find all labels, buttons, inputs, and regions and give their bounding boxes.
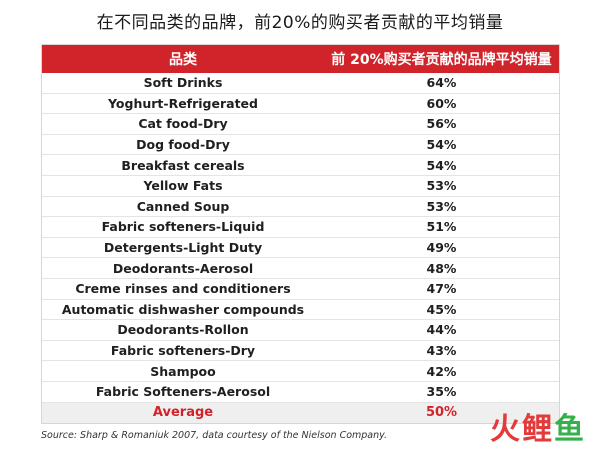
table-row: Dog food-Dry 54% bbox=[42, 135, 559, 156]
row-value: 51% bbox=[426, 219, 457, 235]
table-row: Cat food-Dry 56% bbox=[42, 114, 559, 135]
table-row: Fabric softeners-Dry 43% bbox=[42, 341, 559, 362]
table-row: Fabric softeners-Liquid 51% bbox=[42, 217, 559, 238]
row-category: Fabric softeners-Liquid bbox=[101, 219, 265, 235]
table-row: Soft Drinks 64% bbox=[42, 73, 559, 94]
row-category: Fabric Softeners-Aerosol bbox=[95, 384, 271, 400]
row-category: Canned Soup bbox=[136, 198, 230, 214]
watermark-logo: 火鲤鱼 bbox=[490, 404, 586, 448]
row-value: 54% bbox=[426, 137, 457, 153]
table-row: Deodorants-Rollon 44% bbox=[42, 320, 559, 341]
watermark-text-green: 鱼 bbox=[554, 412, 586, 447]
row-value: 43% bbox=[426, 343, 457, 359]
row-category: Breakfast cereals bbox=[121, 157, 245, 173]
table-row: Canned Soup 53% bbox=[42, 197, 559, 218]
watermark-text-red: 火鲤 bbox=[490, 412, 554, 447]
row-category: Yoghurt-Refrigerated bbox=[108, 95, 258, 111]
table-row: Deodorants-Aerosol 48% bbox=[42, 258, 559, 279]
source-note: Source: Sharp & Romaniuk 2007, data cour… bbox=[41, 430, 388, 441]
row-value: 56% bbox=[426, 116, 457, 132]
row-category: Dog food-Dry bbox=[136, 137, 230, 153]
row-category: Creme rinses and conditioners bbox=[75, 281, 291, 297]
row-value: 60% bbox=[426, 95, 457, 111]
row-value: 45% bbox=[426, 301, 457, 317]
row-category: Automatic dishwasher compounds bbox=[61, 301, 305, 317]
chart-title: 在不同品类的品牌，前20%的购买者贡献的平均销量 bbox=[96, 13, 504, 33]
row-value: 44% bbox=[426, 322, 457, 338]
row-category: Fabric softeners-Dry bbox=[110, 343, 256, 359]
row-value: 49% bbox=[426, 240, 457, 256]
row-category: Yellow Fats bbox=[143, 178, 223, 194]
row-value: 48% bbox=[426, 260, 457, 276]
data-table: 品类 前 20%购买者贡献的品牌平均销量 Soft Drinks 64% Yoghu… bbox=[41, 44, 560, 425]
row-value: 53% bbox=[426, 198, 457, 214]
table-row: Automatic dishwasher compounds 45% bbox=[42, 300, 559, 321]
table-row: Detergents-Light Duty 49% bbox=[42, 238, 559, 259]
row-category: Deodorants-Rollon bbox=[117, 322, 249, 338]
table-row: Shampoo 42% bbox=[42, 361, 559, 382]
row-value: 35% bbox=[426, 384, 457, 400]
table-body: Soft Drinks 64% Yoghurt-Refrigerated 60% Cat… bbox=[42, 73, 559, 403]
row-category: Detergents-Light Duty bbox=[103, 240, 263, 256]
row-value: 47% bbox=[426, 281, 457, 297]
row-value: 42% bbox=[426, 363, 457, 379]
table-row: Creme rinses and conditioners 47% bbox=[42, 279, 559, 300]
header-value: 前 20%购买者贡献的品牌平均销量 bbox=[331, 52, 552, 68]
row-category: Cat food-Dry bbox=[138, 116, 228, 132]
table-row: Fabric Softeners-Aerosol 35% bbox=[42, 382, 559, 403]
row-value: 54% bbox=[426, 157, 457, 173]
average-value: 50% bbox=[425, 405, 458, 421]
table-row: Breakfast cereals 54% bbox=[42, 155, 559, 176]
header-category: 品类 bbox=[169, 52, 197, 68]
row-value: 64% bbox=[426, 75, 457, 91]
table-row: Yellow Fats 53% bbox=[42, 176, 559, 197]
table-header: 品类 前 20%购买者贡献的品牌平均销量 bbox=[42, 45, 559, 73]
row-category: Deodorants-Aerosol bbox=[112, 260, 254, 276]
average-row: Average 50% bbox=[42, 402, 559, 424]
row-category: Shampoo bbox=[150, 363, 216, 379]
row-category: Soft Drinks bbox=[143, 75, 223, 91]
table-row: Yoghurt-Refrigerated 60% bbox=[42, 94, 559, 115]
row-value: 53% bbox=[426, 178, 457, 194]
average-label: Average bbox=[152, 405, 214, 421]
